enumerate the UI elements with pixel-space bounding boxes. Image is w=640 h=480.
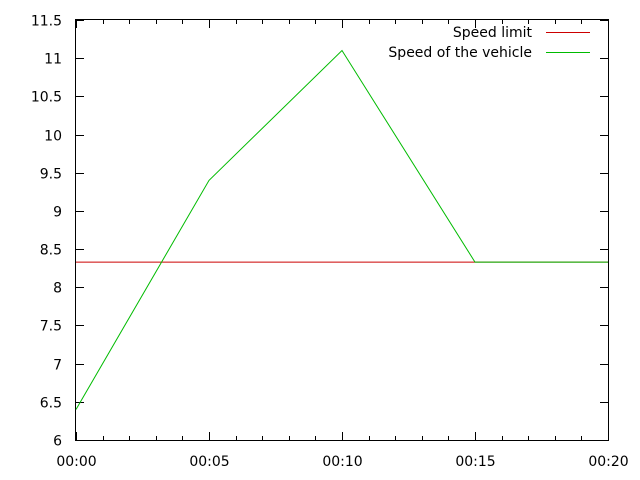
y-tick-label: 7 <box>53 358 62 374</box>
y-tick-label: 6 <box>53 434 62 450</box>
y-tick-label: 9.5 <box>40 167 62 183</box>
y-tick-labels: 6 6.5 7 7.5 8 8.5 9 9.5 10 10.5 11 11.5 <box>31 14 62 450</box>
plot-frame <box>75 19 609 441</box>
y-tick-label: 8 <box>53 281 62 297</box>
y-tick-label: 10 <box>44 129 62 145</box>
y-tick-label: 9 <box>53 205 62 221</box>
x-tick-labels: 00:00 00:05 00:10 00:15 00:20 <box>56 454 628 470</box>
y-tick-label: 10.5 <box>31 90 62 106</box>
series-line-2 <box>75 49 608 410</box>
x-tick-label: 00:20 <box>588 454 628 470</box>
x-tick-label: 00:15 <box>455 454 495 470</box>
axis-ticks <box>76 20 609 441</box>
x-tick-label: 00:00 <box>56 454 96 470</box>
x-tick-label: 00:05 <box>189 454 229 470</box>
y-tick-label: 8.5 <box>40 243 62 259</box>
x-tick-label: 00:10 <box>322 454 362 470</box>
y-tick-label: 11.5 <box>31 14 62 30</box>
series-lines <box>75 49 608 410</box>
legend-label-2: Speed of the vehicle <box>388 45 532 61</box>
y-tick-label: 7.5 <box>40 319 62 335</box>
legend-label-1: Speed limit <box>453 25 533 41</box>
y-tick-label: 11 <box>44 52 62 68</box>
legend: Speed limit Speed of the vehicle <box>388 25 590 61</box>
y-tick-label: 6.5 <box>40 396 62 412</box>
